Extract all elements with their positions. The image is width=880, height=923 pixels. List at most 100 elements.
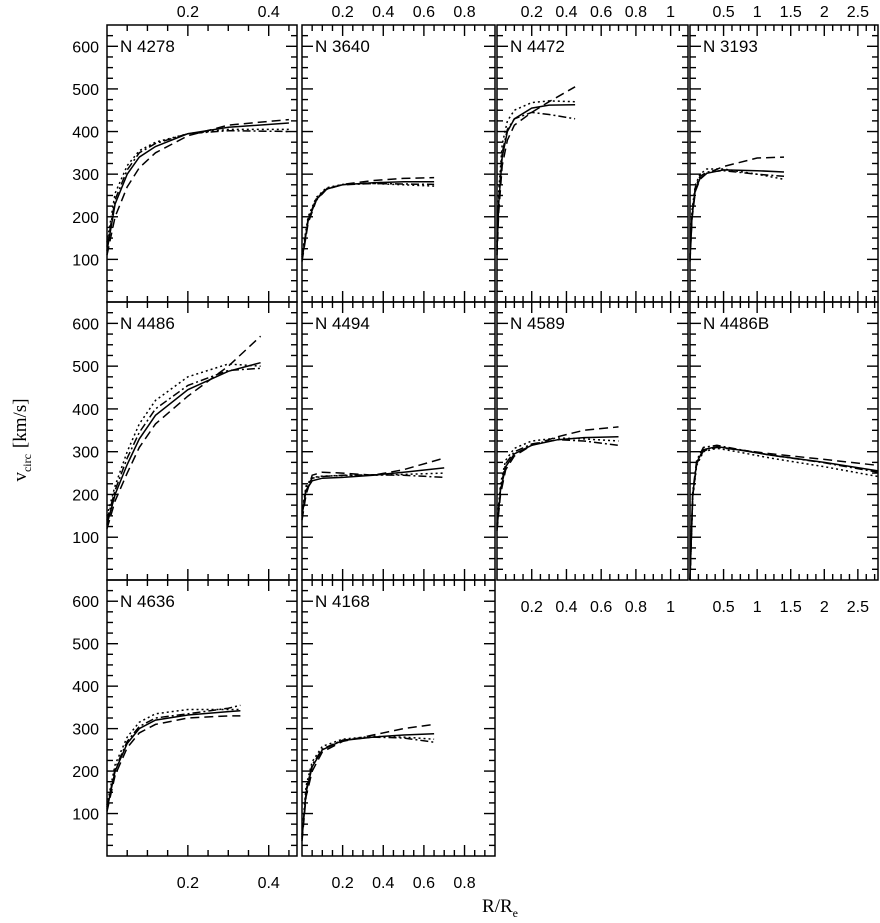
series-line-dashdot [106, 367, 261, 521]
panel-1: 100 200 300 400 500 600 0.2 0.4 N 4278 [72, 4, 298, 303]
x-tick-label-bottom: 0.2 [177, 875, 199, 892]
x-tick-label-top: 1 [753, 4, 762, 21]
y-tick-label: 600 [72, 594, 99, 611]
x-tick-label-top: 0.6 [413, 4, 435, 21]
panel-frame [301, 301, 496, 581]
y-tick-label: 300 [72, 167, 99, 184]
panel-8: 0.5 1 1.5 2 2.5 N 4486B [689, 301, 879, 616]
panel-5: 100 200 300 400 500 600 N 4486 [72, 301, 298, 581]
series-line-dotted [106, 708, 241, 806]
x-tick-label-top: 0.2 [521, 4, 543, 21]
x-tick-label-top: 0.4 [258, 4, 280, 21]
series-line-solid [106, 361, 261, 525]
x-tick-label-top: 0.4 [372, 4, 394, 21]
x-tick-label-bottom: 2 [820, 599, 829, 616]
x-tick-label-top: 0.6 [590, 4, 612, 21]
series-line-dashdot [301, 474, 445, 514]
series-line-dashdot [496, 111, 576, 247]
y-tick-label: 400 [72, 679, 99, 696]
series-line-dotted [496, 437, 619, 525]
x-tick-label-bottom: 1.5 [780, 599, 802, 616]
panel-9: 100 200 300 400 500 600 0.2 0.4 N 4636 [72, 579, 298, 892]
x-tick-label-top: 0.8 [453, 4, 475, 21]
y-tick-label: 600 [72, 39, 99, 56]
series-line-solid [106, 122, 289, 252]
x-tick-label-top: 1.5 [780, 4, 802, 21]
x-tick-label-top: 0.8 [625, 4, 647, 21]
panel-title: N 4168 [315, 592, 370, 611]
series-line-dashdot [301, 182, 435, 258]
panel-frame [689, 301, 879, 581]
y-tick-label: 600 [72, 316, 99, 333]
panel-title: N 4636 [120, 592, 175, 611]
series-line-dashed [106, 335, 262, 529]
panel-frame [496, 24, 689, 303]
series-line-dotted [301, 472, 445, 512]
y-tick-label: 300 [72, 722, 99, 739]
series-line-solid [106, 710, 241, 810]
panel-title: N 3640 [315, 37, 370, 56]
y-tick-label: 100 [72, 252, 99, 269]
y-tick-label: 400 [72, 402, 99, 419]
panel-title: N 4278 [120, 37, 175, 56]
y-tick-label: 100 [72, 530, 99, 547]
series-line-dashed [106, 715, 241, 812]
x-tick-label-bottom: 0.5 [712, 599, 734, 616]
series-line-dashdot [496, 438, 619, 527]
panel-title: N 4472 [510, 37, 565, 56]
x-tick-label-bottom: 0.2 [332, 875, 354, 892]
panel-frame [496, 301, 689, 581]
panel-title: N 4486 [120, 314, 175, 333]
series-line-dashdot [689, 444, 879, 581]
x-tick-label-top: 2.5 [847, 4, 869, 21]
x-tick-label-bottom: 0.4 [372, 875, 394, 892]
panel-title: N 3193 [703, 37, 758, 56]
series-line-dashdot [106, 704, 241, 808]
x-tick-label-bottom: 1 [753, 599, 762, 616]
series-line-dashed [496, 86, 576, 256]
y-tick-label: 500 [72, 637, 99, 654]
series-line-dashdot [106, 129, 289, 247]
series-line-dotted [496, 100, 576, 243]
x-tick-label-top: 0.2 [177, 4, 199, 21]
panel-title: N 4486B [703, 314, 769, 333]
panel-frame [301, 579, 496, 857]
series-line-dotted [689, 168, 785, 256]
x-tick-label-bottom: 0.4 [258, 875, 280, 892]
series-line-dashed [106, 118, 289, 256]
x-tick-label-top: 0.5 [712, 4, 734, 21]
series-line-solid [301, 467, 445, 516]
series-line-dashed [301, 723, 435, 842]
y-tick-label: 500 [72, 82, 99, 99]
panel-frame [106, 579, 298, 857]
x-tick-label-top: 1 [666, 4, 675, 21]
x-tick-label-top: 2 [820, 4, 829, 21]
y-axis-label: vcirc[km/s] [10, 398, 34, 481]
x-tick-label-bottom: 2.5 [847, 599, 869, 616]
panel-4: 0.5 1 1.5 2 2.5 N 3193 [689, 4, 879, 303]
x-tick-label-top: 0.2 [332, 4, 354, 21]
x-tick-label-bottom: 0.2 [521, 599, 543, 616]
series-line-dotted [689, 447, 879, 581]
series-line-dashed [496, 426, 619, 531]
panel-2: 0.2 0.4 0.6 0.8 N 3640 [301, 4, 496, 303]
panel-frame [689, 24, 879, 303]
panel-10: 0.2 0.4 0.6 0.8 N 4168 [301, 579, 496, 892]
series-line-dashed [301, 457, 445, 521]
y-tick-label: 200 [72, 764, 99, 781]
series-line-dotted [106, 128, 289, 243]
x-tick-label-bottom: 0.8 [625, 599, 647, 616]
x-tick-label-bottom: 1 [666, 599, 675, 616]
y-tick-label: 200 [72, 210, 99, 227]
panel-title: N 4589 [510, 314, 565, 333]
y-tick-label: 100 [72, 807, 99, 824]
x-tick-label-bottom: 0.6 [413, 875, 435, 892]
x-tick-label-bottom: 0.6 [590, 599, 612, 616]
x-tick-label-bottom: 0.8 [453, 875, 475, 892]
series-line-solid [496, 103, 576, 251]
series-line-solid [496, 435, 619, 529]
series-line-dashed [689, 156, 785, 262]
x-tick-label-top: 0.4 [555, 4, 577, 21]
